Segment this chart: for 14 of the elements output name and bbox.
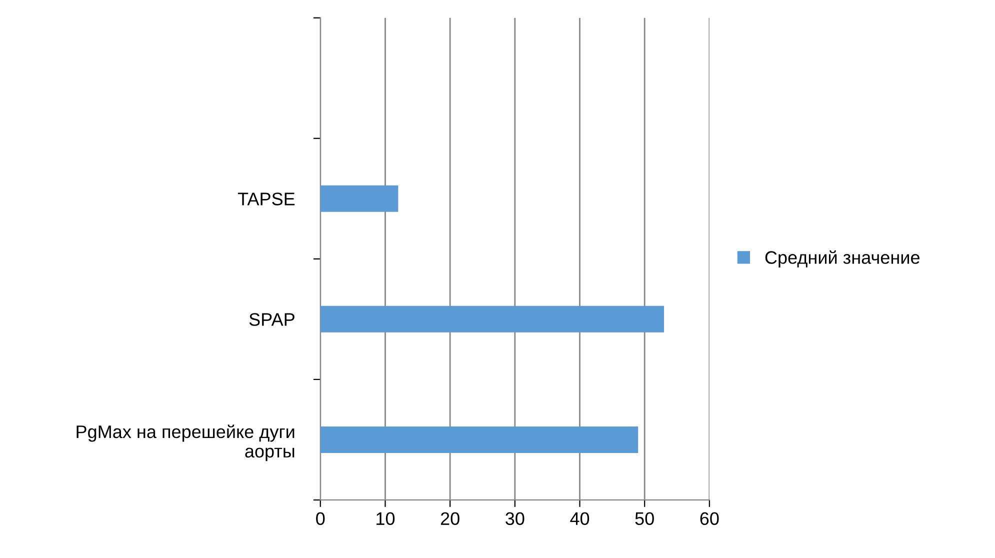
y-tick-label: PgMax на перешейке дуги аорты (76, 424, 294, 462)
y-tick-label: SPAP (249, 313, 294, 326)
bar (320, 426, 638, 453)
y-tick-label: TAPSE (238, 192, 295, 206)
legend-label: Средний значение (765, 250, 920, 268)
bar (320, 306, 664, 332)
x-tick-label: 60 (700, 512, 719, 526)
x-tick-label: 40 (570, 512, 590, 526)
x-tick-label: 20 (440, 512, 460, 526)
x-tick-label: 50 (635, 512, 654, 526)
x-tick-label: 10 (376, 512, 395, 526)
bar (320, 185, 398, 212)
x-tick-label: 30 (506, 512, 524, 526)
x-tick-label: 0 (316, 512, 325, 526)
